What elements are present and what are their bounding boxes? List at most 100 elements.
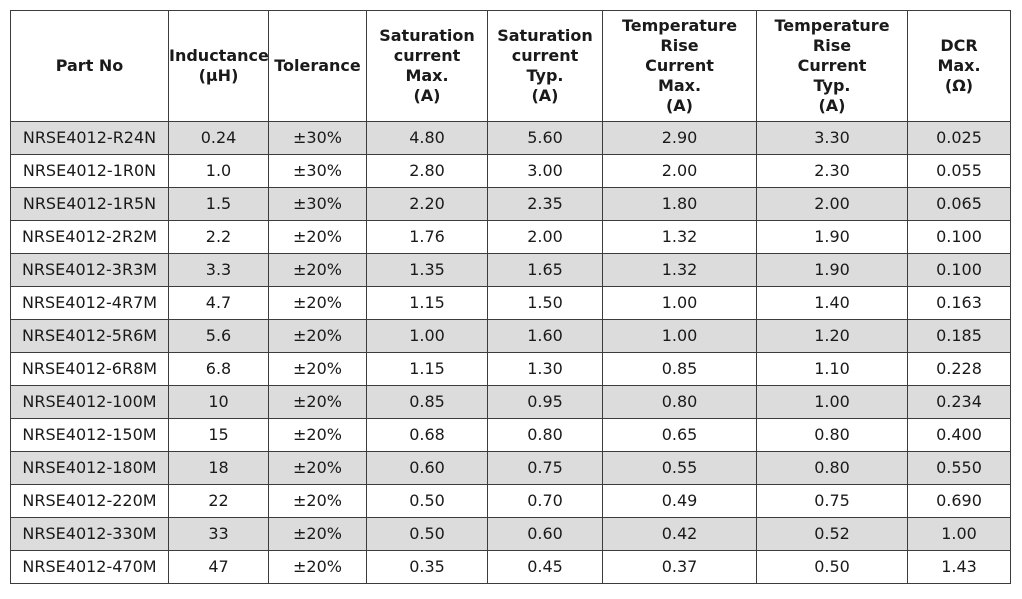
cell-temp-rise-current-max: 0.42 [602,517,757,551]
cell-tolerance: ±20% [268,385,367,419]
table-row: NRSE4012-3R3M 3.3 ±20% 1.35 1.65 1.32 1.90 0.10… [10,253,1011,287]
cell-temp-rise-current-max: 0.80 [602,385,757,419]
cell-dcr-max: 1.00 [907,517,1011,551]
cell-dcr-max: 0.025 [907,121,1011,155]
table-body: NRSE4012-R24N 0.24 ±30% 4.80 5.60 2.90 3.30 0.0… [10,121,1011,584]
cell-temp-rise-current-max: 0.49 [602,484,757,518]
cell-sat-current-max: 1.76 [366,220,488,254]
header-saturation-current-typ: Saturation current Typ. (A) [487,10,603,122]
cell-tolerance: ±20% [268,253,367,287]
cell-sat-current-max: 0.35 [366,550,488,584]
cell-sat-current-max: 1.00 [366,319,488,353]
cell-part-no: NRSE4012-150M [10,418,169,452]
cell-dcr-max: 0.690 [907,484,1011,518]
cell-sat-current-max: 0.50 [366,517,488,551]
table-row: NRSE4012-2R2M 2.2 ±20% 1.76 2.00 1.32 1.90 0.10… [10,220,1011,254]
cell-inductance: 33 [168,517,269,551]
cell-dcr-max: 0.228 [907,352,1011,386]
cell-temp-rise-current-typ: 0.52 [756,517,908,551]
cell-tolerance: ±20% [268,319,367,353]
table-row: NRSE4012-470M 47 ±20% 0.35 0.45 0.37 0.50 1.43 [10,550,1011,584]
cell-inductance: 1.5 [168,187,269,221]
cell-sat-current-typ: 1.65 [487,253,603,287]
cell-sat-current-max: 1.35 [366,253,488,287]
cell-temp-rise-current-max: 0.37 [602,550,757,584]
cell-sat-current-max: 4.80 [366,121,488,155]
cell-tolerance: ±30% [268,154,367,188]
cell-temp-rise-current-typ: 3.30 [756,121,908,155]
table-row: NRSE4012-1R0N 1.0 ±30% 2.80 3.00 2.00 2.30 0.05… [10,154,1011,188]
cell-sat-current-typ: 0.75 [487,451,603,485]
cell-sat-current-typ: 0.95 [487,385,603,419]
cell-sat-current-typ: 1.30 [487,352,603,386]
cell-dcr-max: 0.400 [907,418,1011,452]
cell-part-no: NRSE4012-6R8M [10,352,169,386]
cell-temp-rise-current-typ: 0.80 [756,451,908,485]
cell-dcr-max: 0.100 [907,253,1011,287]
cell-dcr-max: 0.065 [907,187,1011,221]
cell-temp-rise-current-typ: 1.20 [756,319,908,353]
cell-temp-rise-current-typ: 0.50 [756,550,908,584]
cell-sat-current-typ: 2.35 [487,187,603,221]
cell-part-no: NRSE4012-5R6M [10,319,169,353]
cell-temp-rise-current-max: 1.32 [602,220,757,254]
cell-inductance: 2.2 [168,220,269,254]
cell-inductance: 1.0 [168,154,269,188]
cell-inductance: 4.7 [168,286,269,320]
cell-tolerance: ±20% [268,517,367,551]
cell-inductance: 0.24 [168,121,269,155]
cell-temp-rise-current-typ: 1.40 [756,286,908,320]
cell-temp-rise-current-typ: 1.10 [756,352,908,386]
cell-tolerance: ±20% [268,550,367,584]
cell-temp-rise-current-max: 0.85 [602,352,757,386]
cell-part-no: NRSE4012-470M [10,550,169,584]
cell-temp-rise-current-typ: 2.00 [756,187,908,221]
cell-temp-rise-current-max: 1.00 [602,319,757,353]
cell-inductance: 15 [168,418,269,452]
cell-sat-current-max: 0.85 [366,385,488,419]
cell-temp-rise-current-typ: 2.30 [756,154,908,188]
header-inductance: Inductance (µH) [168,10,269,122]
cell-tolerance: ±20% [268,220,367,254]
header-saturation-current-max: Saturation current Max. (A) [366,10,488,122]
table-row: NRSE4012-180M 18 ±20% 0.60 0.75 0.55 0.80 0.550 [10,451,1011,485]
header-dcr-max: DCR Max. (Ω) [907,10,1011,122]
cell-sat-current-typ: 2.00 [487,220,603,254]
cell-sat-current-max: 2.80 [366,154,488,188]
table-row: NRSE4012-330M 33 ±20% 0.50 0.60 0.42 0.52 1.00 [10,517,1011,551]
cell-sat-current-typ: 0.80 [487,418,603,452]
table-row: NRSE4012-4R7M 4.7 ±20% 1.15 1.50 1.00 1.40 0.16… [10,286,1011,320]
header-temperature-rise-current-max: Temperature Rise Current Max. (A) [602,10,757,122]
cell-temp-rise-current-typ: 1.00 [756,385,908,419]
cell-part-no: NRSE4012-2R2M [10,220,169,254]
table-row: NRSE4012-6R8M 6.8 ±20% 1.15 1.30 0.85 1.10 0.22… [10,352,1011,386]
cell-part-no: NRSE4012-100M [10,385,169,419]
cell-temp-rise-current-max: 0.55 [602,451,757,485]
cell-part-no: NRSE4012-1R0N [10,154,169,188]
cell-part-no: NRSE4012-180M [10,451,169,485]
cell-dcr-max: 0.234 [907,385,1011,419]
cell-part-no: NRSE4012-220M [10,484,169,518]
cell-sat-current-max: 1.15 [366,286,488,320]
cell-temp-rise-current-max: 2.90 [602,121,757,155]
header-temperature-rise-current-typ: Temperature Rise Current Typ. (A) [756,10,908,122]
cell-tolerance: ±20% [268,451,367,485]
cell-tolerance: ±20% [268,484,367,518]
cell-temp-rise-current-typ: 0.80 [756,418,908,452]
cell-temp-rise-current-typ: 0.75 [756,484,908,518]
table-row: NRSE4012-220M 22 ±20% 0.50 0.70 0.49 0.75 0.690 [10,484,1011,518]
cell-dcr-max: 1.43 [907,550,1011,584]
table-row: NRSE4012-1R5N 1.5 ±30% 2.20 2.35 1.80 2.00 0.06… [10,187,1011,221]
cell-sat-current-typ: 1.50 [487,286,603,320]
table-row: NRSE4012-150M 15 ±20% 0.68 0.80 0.65 0.80 0.400 [10,418,1011,452]
cell-dcr-max: 0.550 [907,451,1011,485]
cell-tolerance: ±30% [268,187,367,221]
cell-temp-rise-current-max: 1.00 [602,286,757,320]
cell-tolerance: ±20% [268,352,367,386]
header-row: Part No Inductance (µH) Tolerance Satura… [10,10,1011,122]
cell-inductance: 3.3 [168,253,269,287]
cell-inductance: 22 [168,484,269,518]
cell-sat-current-max: 2.20 [366,187,488,221]
cell-part-no: NRSE4012-4R7M [10,286,169,320]
cell-sat-current-max: 1.15 [366,352,488,386]
